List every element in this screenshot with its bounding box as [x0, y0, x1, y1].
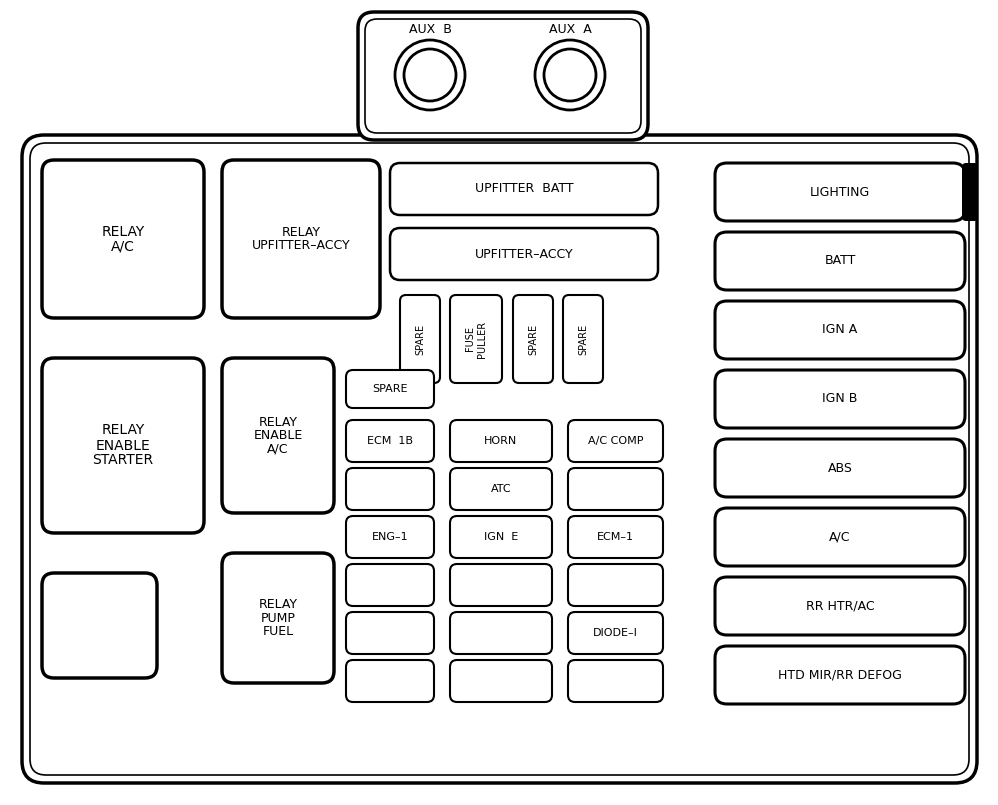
FancyBboxPatch shape: [568, 612, 663, 654]
Text: SPARE: SPARE: [528, 324, 538, 354]
FancyBboxPatch shape: [568, 468, 663, 510]
FancyBboxPatch shape: [222, 160, 380, 318]
Text: HORN: HORN: [484, 436, 518, 446]
Text: STARTER: STARTER: [93, 453, 154, 468]
Text: UPFITTER–ACCY: UPFITTER–ACCY: [251, 239, 350, 252]
Text: UPFITTER–ACCY: UPFITTER–ACCY: [475, 247, 573, 261]
FancyBboxPatch shape: [42, 358, 204, 533]
FancyBboxPatch shape: [450, 295, 502, 383]
FancyBboxPatch shape: [568, 420, 663, 462]
Text: FUSE
PULLER: FUSE PULLER: [465, 320, 487, 357]
Text: BATT: BATT: [824, 254, 855, 267]
Text: ECM  1B: ECM 1B: [367, 436, 413, 446]
FancyBboxPatch shape: [22, 135, 977, 783]
FancyBboxPatch shape: [568, 516, 663, 558]
FancyBboxPatch shape: [715, 646, 965, 704]
FancyBboxPatch shape: [346, 516, 434, 558]
Text: UPFITTER  BATT: UPFITTER BATT: [475, 183, 573, 196]
FancyBboxPatch shape: [450, 420, 552, 462]
FancyBboxPatch shape: [346, 612, 434, 654]
FancyBboxPatch shape: [450, 516, 552, 558]
Text: SPARE: SPARE: [415, 324, 425, 354]
FancyBboxPatch shape: [715, 508, 965, 566]
FancyBboxPatch shape: [222, 358, 334, 513]
Text: ECM–1: ECM–1: [597, 532, 634, 542]
FancyBboxPatch shape: [715, 577, 965, 635]
FancyBboxPatch shape: [358, 12, 648, 140]
Text: RELAY: RELAY: [102, 423, 145, 437]
FancyBboxPatch shape: [450, 564, 552, 606]
FancyBboxPatch shape: [346, 420, 434, 462]
Text: SPARE: SPARE: [578, 324, 588, 354]
FancyBboxPatch shape: [346, 564, 434, 606]
Text: A/C COMP: A/C COMP: [588, 436, 644, 446]
Text: RELAY: RELAY: [258, 598, 297, 611]
Text: A/C: A/C: [829, 530, 850, 543]
Text: AUX  A: AUX A: [549, 23, 592, 36]
Text: RR HTR/AC: RR HTR/AC: [805, 600, 874, 613]
FancyBboxPatch shape: [346, 468, 434, 510]
Text: DIODE–I: DIODE–I: [593, 628, 638, 638]
FancyBboxPatch shape: [390, 163, 658, 215]
FancyBboxPatch shape: [346, 370, 434, 408]
Text: ABS: ABS: [827, 461, 852, 474]
FancyBboxPatch shape: [450, 660, 552, 702]
FancyBboxPatch shape: [42, 573, 157, 678]
FancyBboxPatch shape: [222, 553, 334, 683]
Text: RELAY: RELAY: [258, 415, 297, 428]
FancyBboxPatch shape: [400, 295, 440, 383]
FancyBboxPatch shape: [450, 612, 552, 654]
Text: A/C: A/C: [111, 240, 135, 254]
Text: IGN B: IGN B: [822, 393, 857, 406]
FancyBboxPatch shape: [346, 660, 434, 702]
Text: HTD MIR/RR DEFOG: HTD MIR/RR DEFOG: [778, 668, 902, 682]
Text: AUX  B: AUX B: [408, 23, 451, 36]
Text: ENG–1: ENG–1: [371, 532, 408, 542]
Text: ENABLE: ENABLE: [253, 429, 302, 442]
FancyBboxPatch shape: [715, 439, 965, 497]
Text: LIGHTING: LIGHTING: [809, 185, 870, 199]
Text: FUEL: FUEL: [262, 625, 293, 638]
FancyBboxPatch shape: [450, 468, 552, 510]
FancyBboxPatch shape: [715, 232, 965, 290]
Text: RELAY: RELAY: [281, 225, 320, 239]
FancyBboxPatch shape: [513, 295, 553, 383]
FancyBboxPatch shape: [563, 295, 603, 383]
FancyBboxPatch shape: [962, 163, 978, 221]
FancyBboxPatch shape: [568, 660, 663, 702]
FancyBboxPatch shape: [42, 160, 204, 318]
FancyBboxPatch shape: [715, 301, 965, 359]
FancyBboxPatch shape: [568, 564, 663, 606]
FancyBboxPatch shape: [715, 163, 965, 221]
Text: RELAY: RELAY: [102, 225, 145, 238]
Text: IGN  E: IGN E: [484, 532, 518, 542]
FancyBboxPatch shape: [715, 370, 965, 428]
FancyBboxPatch shape: [390, 228, 658, 280]
Text: ENABLE: ENABLE: [96, 439, 151, 452]
Text: SPARE: SPARE: [372, 384, 408, 394]
Text: IGN A: IGN A: [822, 324, 857, 336]
Text: ATC: ATC: [491, 484, 511, 494]
Text: A/C: A/C: [267, 443, 288, 456]
Text: PUMP: PUMP: [260, 612, 295, 625]
